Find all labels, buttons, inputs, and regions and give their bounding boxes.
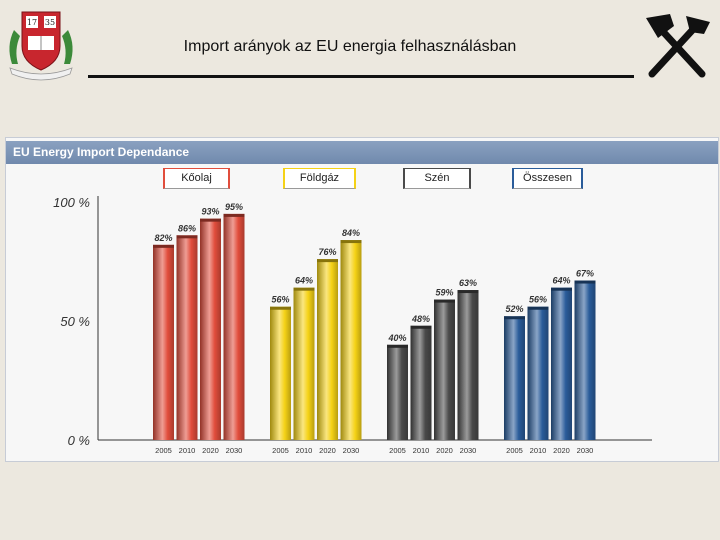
bar-cap xyxy=(434,299,455,303)
legend-item: Földgáz xyxy=(283,168,356,189)
bar-cap xyxy=(340,240,362,244)
x-tick-label: 2005 xyxy=(272,446,289,455)
x-tick-label: 2005 xyxy=(155,446,172,455)
data-label: 64% xyxy=(552,276,570,286)
bar-cap xyxy=(387,344,408,348)
x-tick-label: 2010 xyxy=(530,446,547,455)
y-tick-label: 50 % xyxy=(60,314,90,329)
bar xyxy=(223,213,245,440)
bar xyxy=(176,235,198,440)
legend-item: Szén xyxy=(403,168,471,189)
chart-title: EU Energy Import Dependance xyxy=(6,141,718,164)
bar-cap xyxy=(293,287,315,291)
bar xyxy=(504,316,525,440)
bar xyxy=(293,287,315,440)
bar xyxy=(434,299,455,440)
data-label: 82% xyxy=(154,233,172,243)
y-tick-label: 100 % xyxy=(53,195,90,210)
x-tick-label: 2005 xyxy=(389,446,406,455)
hammer-and-pick-icon xyxy=(646,14,710,78)
data-label: 67% xyxy=(576,269,594,279)
bar-cap xyxy=(504,316,525,320)
x-tick-label: 2020 xyxy=(436,446,453,455)
bar-cap xyxy=(153,244,174,248)
data-label: 48% xyxy=(411,314,430,324)
x-tick-label: 2030 xyxy=(460,446,477,455)
legend-item: Kőolaj xyxy=(163,168,230,189)
bar-cap xyxy=(551,287,572,291)
bar-cap xyxy=(527,306,549,310)
x-tick-label: 2030 xyxy=(226,446,243,455)
bar-cap xyxy=(270,306,291,310)
bar-cap xyxy=(200,218,221,222)
bar-cap xyxy=(574,280,596,284)
x-tick-label: 2010 xyxy=(296,446,313,455)
bar xyxy=(574,280,596,440)
bar xyxy=(527,306,549,440)
legend-item: Összesen xyxy=(512,168,583,189)
data-label: 40% xyxy=(387,333,406,343)
data-label: 84% xyxy=(342,228,360,238)
data-label: 63% xyxy=(459,278,477,288)
bar xyxy=(551,287,572,440)
data-label: 56% xyxy=(529,295,547,305)
data-label: 76% xyxy=(318,247,336,257)
x-tick-label: 2020 xyxy=(319,446,336,455)
bar-cap xyxy=(410,325,432,329)
x-tick-label: 2005 xyxy=(506,446,523,455)
x-tick-label: 2010 xyxy=(179,446,196,455)
data-label: 52% xyxy=(505,304,523,314)
data-label: 59% xyxy=(435,288,453,298)
chart-panel: EU Energy Import Dependance xyxy=(5,137,719,462)
bar-cap xyxy=(457,290,479,294)
x-tick-label: 2030 xyxy=(343,446,360,455)
bar xyxy=(457,290,479,440)
data-label: 95% xyxy=(225,202,243,212)
bar xyxy=(340,240,362,440)
y-tick-label: 0 % xyxy=(68,433,90,448)
svg-text:35: 35 xyxy=(45,18,55,27)
bar-cap xyxy=(317,259,338,263)
data-label: 56% xyxy=(271,295,289,305)
bar xyxy=(200,218,221,440)
x-tick-label: 2020 xyxy=(553,446,570,455)
bar xyxy=(410,325,432,440)
title-underline xyxy=(88,75,634,78)
x-tick-label: 2010 xyxy=(413,446,430,455)
bar xyxy=(387,344,408,440)
slide-title: Import arányok az EU energia felhasználá… xyxy=(183,38,517,55)
bar xyxy=(270,306,291,440)
data-label: 93% xyxy=(201,207,219,217)
bar-cap xyxy=(176,235,198,239)
bar-cap xyxy=(223,213,245,217)
university-crest-logo: 17 35 xyxy=(9,11,73,81)
data-label: 64% xyxy=(295,276,313,286)
bar xyxy=(153,244,174,440)
bar xyxy=(317,259,338,440)
svg-text:17: 17 xyxy=(27,18,37,27)
data-label: 86% xyxy=(178,223,196,233)
x-tick-label: 2020 xyxy=(202,446,219,455)
x-tick-label: 2030 xyxy=(577,446,594,455)
